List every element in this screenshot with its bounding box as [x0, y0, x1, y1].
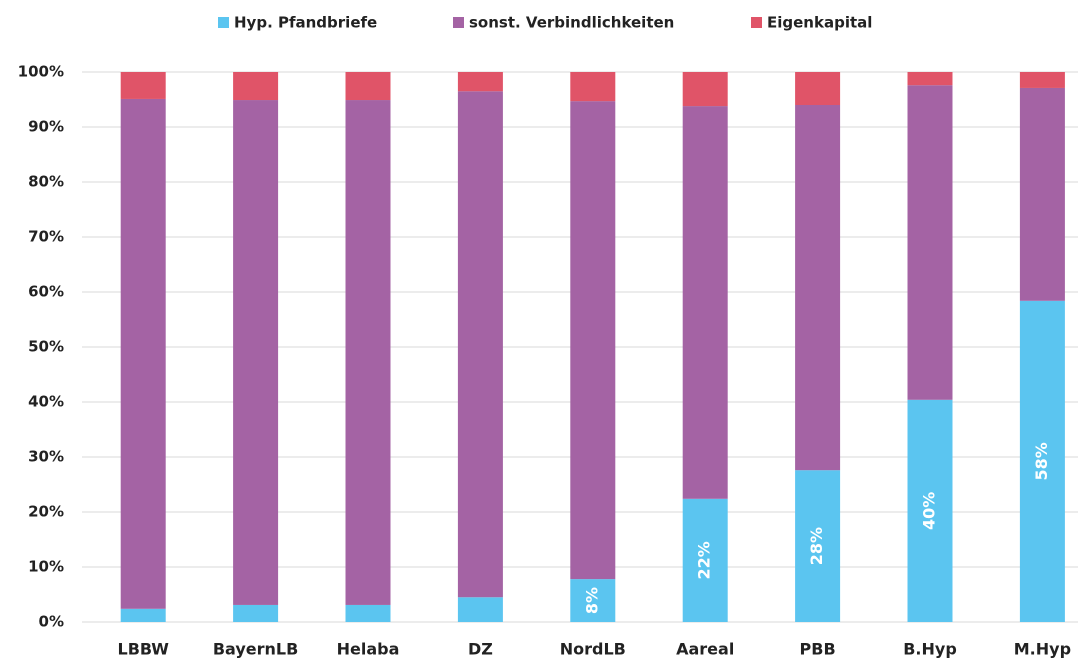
bar-segment: [233, 72, 279, 101]
bar-segment: [907, 399, 953, 622]
bar-segment: [233, 100, 279, 605]
bar-segment: [907, 85, 953, 400]
x-tick-label: Helaba: [337, 640, 400, 659]
legend-label: Eigenkapital: [767, 14, 872, 32]
bar-segment: [795, 72, 841, 105]
bar-segment: [570, 72, 616, 102]
bar-segment: [233, 604, 279, 622]
y-tick-label: 40%: [28, 393, 64, 411]
value-label: 40%: [920, 492, 939, 530]
x-tick-label: B.Hyp: [903, 640, 957, 659]
x-tick-label: Aareal: [676, 640, 734, 659]
legend-label: sonst. Verbindlichkeiten: [469, 14, 674, 32]
bar-segment: [345, 604, 391, 622]
y-tick-label: 90%: [28, 118, 64, 136]
y-tick-label: 70%: [28, 228, 64, 246]
x-tick-label: BayernLB: [213, 640, 298, 659]
value-label: 8%: [582, 587, 601, 614]
bar-segment: [1019, 87, 1065, 301]
value-label: 58%: [1032, 442, 1051, 480]
bar-segment: [682, 72, 728, 107]
bar-segment: [1019, 72, 1065, 88]
y-tick-label: 0%: [39, 613, 64, 631]
bar-segment: [1019, 300, 1065, 622]
x-tick-label: LBBW: [118, 640, 170, 659]
legend-swatch: [218, 17, 229, 28]
bar-segment: [907, 72, 953, 86]
bar-segment: [345, 100, 391, 605]
y-tick-label: 20%: [28, 503, 64, 521]
x-tick-label: DZ: [468, 640, 493, 659]
legend-swatch: [453, 17, 464, 28]
x-tick-label: M.Hyp: [1014, 640, 1071, 659]
bar-segment: [457, 91, 503, 598]
bar-segment: [795, 105, 841, 471]
legend-label: Hyp. Pfandbriefe: [234, 14, 377, 32]
y-tick-label: 80%: [28, 173, 64, 191]
y-tick-label: 100%: [18, 63, 64, 81]
bar-segment: [457, 72, 503, 92]
x-tick-label: NordLB: [560, 640, 626, 659]
bar-segment: [682, 498, 728, 622]
y-tick-label: 10%: [28, 558, 64, 576]
y-tick-label: 50%: [28, 338, 64, 356]
y-tick-label: 30%: [28, 448, 64, 466]
y-tick-label: 60%: [28, 283, 64, 301]
bar-segment: [795, 470, 841, 622]
bar-segment: [682, 106, 728, 499]
bar-segment: [570, 101, 616, 580]
bar-segment: [457, 597, 503, 622]
bar-segment: [345, 72, 391, 101]
value-label: 28%: [807, 527, 826, 565]
value-label: 22%: [695, 541, 714, 579]
bar-segment: [570, 579, 616, 622]
x-tick-label: PBB: [800, 640, 836, 659]
bar-segment: [120, 72, 166, 99]
legend-swatch: [751, 17, 762, 28]
bar-segment: [120, 98, 166, 609]
bar-segment: [120, 608, 166, 622]
